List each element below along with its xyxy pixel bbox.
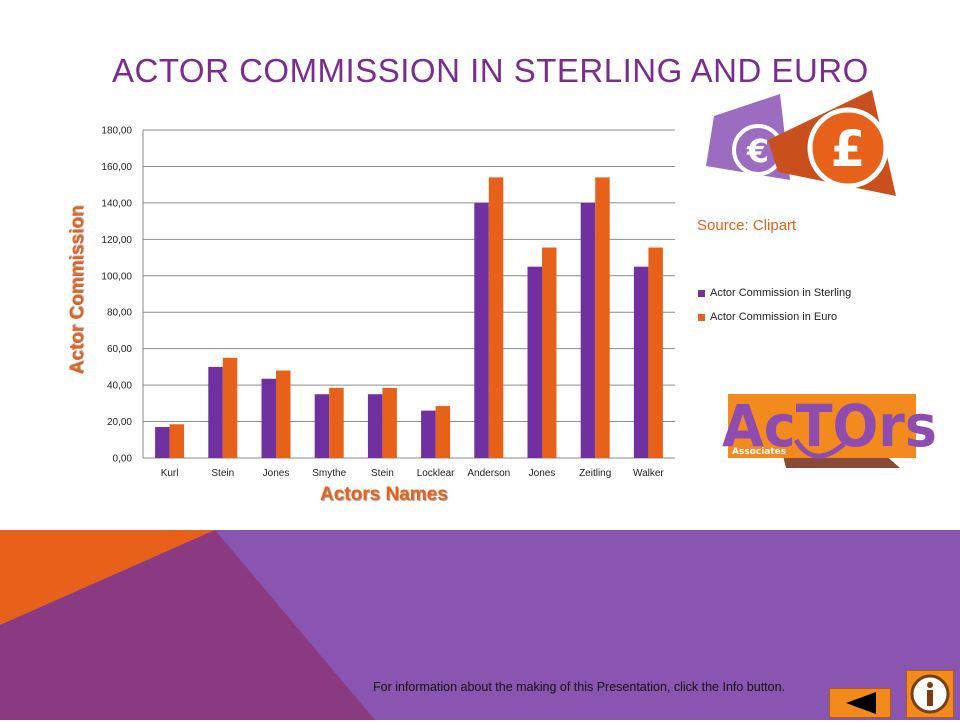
decorative-footer	[0, 530, 960, 720]
legend-label-euro: Actor Commission in Euro	[710, 311, 838, 323]
y-tick-label: 100,00	[101, 271, 132, 282]
logo-subtext: Associates	[732, 447, 786, 457]
bar-sterling	[367, 394, 383, 458]
chart-legend: Actor Commission in Sterling Actor Commi…	[698, 286, 851, 334]
bar-sterling	[633, 266, 649, 458]
x-tick-label: Locklear	[417, 468, 455, 479]
y-tick-label: 180,00	[101, 126, 132, 137]
bar-chart: 0,00 20,00 40,00 60,00 80,00 100,00 120,00 140,…	[101, 126, 675, 479]
svg-text:£: £	[831, 120, 866, 178]
x-tick-label: Walker	[633, 468, 664, 479]
euro-note-icon: €	[706, 94, 790, 180]
bar-euro	[276, 370, 291, 458]
x-tick-label: Jones	[263, 468, 290, 479]
bar-sterling	[421, 410, 436, 458]
info-icon	[910, 674, 950, 714]
y-tick-label: 20,00	[107, 417, 132, 428]
bar-sterling	[314, 394, 330, 458]
legend-item-sterling: Actor Commission in Sterling	[698, 286, 851, 300]
legend-item-euro: Actor Commission in Euro	[698, 310, 851, 324]
bar-sterling	[155, 427, 170, 458]
back-button[interactable]	[829, 688, 891, 718]
bar-sterling	[580, 202, 596, 458]
logo-text: AcTOrs	[722, 392, 937, 460]
bar-euro	[648, 247, 663, 458]
bar-sterling	[474, 202, 489, 458]
info-button[interactable]	[906, 670, 954, 718]
bar-sterling	[261, 378, 276, 458]
back-arrow-icon	[846, 692, 876, 714]
bar-euro	[222, 357, 238, 458]
x-tick-label: Stein	[211, 468, 234, 479]
legend-label-sterling: Actor Commission in Sterling	[710, 287, 852, 299]
bar-euro	[169, 424, 185, 458]
bar-euro	[329, 387, 344, 458]
bar-sterling	[208, 366, 223, 458]
x-tick-label: Smythe	[312, 468, 346, 479]
x-tick-label: Stein	[371, 468, 394, 479]
y-tick-label: 160,00	[101, 162, 132, 173]
bar-euro	[595, 177, 610, 458]
svg-text:€: €	[746, 132, 769, 170]
currency-clipart: € £	[706, 90, 896, 196]
y-tick-label: 60,00	[107, 344, 132, 355]
y-tick-label: 0,00	[113, 454, 133, 465]
source-caption: Source: Clipart	[697, 217, 797, 234]
legend-swatch-euro	[698, 313, 705, 321]
x-tick-label: Anderson	[467, 468, 510, 479]
bar-euro	[542, 247, 557, 458]
y-tick-label: 120,00	[101, 235, 132, 246]
y-tick-label: 140,00	[101, 198, 132, 209]
info-instructions: For information about the making of this…	[373, 680, 786, 694]
bar-sterling	[527, 266, 542, 458]
y-tick-label: 80,00	[107, 308, 132, 319]
y-tick-label: 40,00	[107, 381, 132, 392]
legend-swatch-sterling	[698, 289, 705, 297]
bar-euro	[488, 177, 504, 458]
slide-title: ACTOR COMMISSION IN STERLING AND EURO	[112, 52, 869, 89]
x-tick-label: Zeitling	[579, 468, 611, 479]
x-axis-title: Actors Names	[320, 484, 448, 505]
bar-euro	[382, 387, 397, 458]
x-tick-label: Jones	[529, 468, 556, 479]
x-tick-label: Kurl	[161, 468, 179, 479]
pound-note-icon: £	[768, 90, 896, 196]
bar-euro	[435, 406, 451, 458]
y-axis-title: Actor Commission	[67, 205, 88, 375]
actors-logo: AcTOrs Associates	[722, 392, 937, 468]
